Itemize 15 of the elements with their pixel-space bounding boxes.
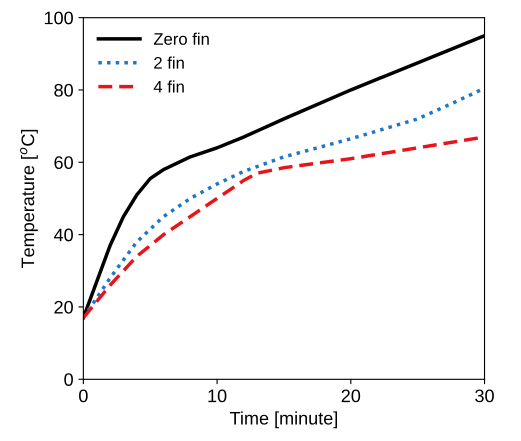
- x-tick-label: 10: [208, 389, 226, 402]
- x-axis-title: Time [minute]: [230, 411, 338, 428]
- y-axis-title: Temperature [$^{o}$C]: [20, 130, 38, 268]
- x-tick-label: 0: [79, 389, 88, 402]
- y-tick-label: 80: [54, 84, 73, 97]
- x-tick-label: 30: [475, 389, 494, 402]
- y-tick-label: 40: [54, 228, 73, 242]
- y-tick-label: 60: [54, 156, 73, 170]
- y-tick-label: 0: [64, 373, 73, 386]
- y-tick-label: 20: [54, 300, 73, 314]
- legend-label: Zero fin: [154, 32, 209, 45]
- legend-label: 4 fin: [154, 80, 184, 92]
- x-tick-label: 20: [342, 389, 360, 402]
- y-tick-label: 100: [44, 12, 73, 24]
- legend-label: 2 fin: [154, 56, 184, 69]
